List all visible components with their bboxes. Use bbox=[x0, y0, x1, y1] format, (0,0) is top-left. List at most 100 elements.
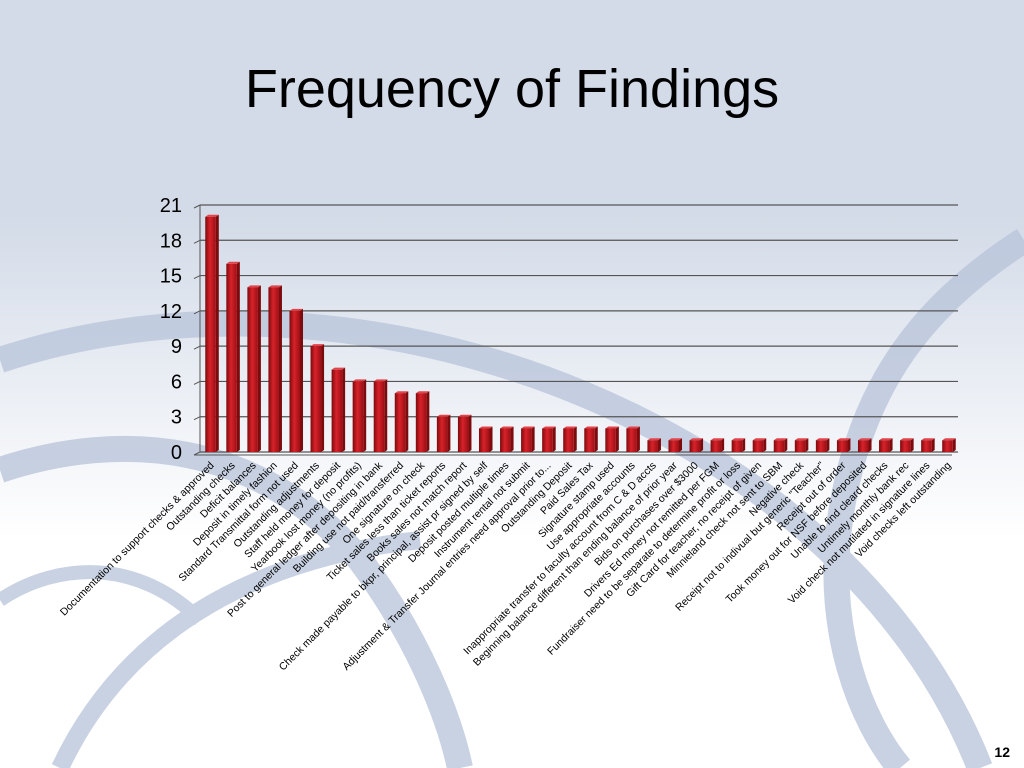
bar-top bbox=[900, 438, 914, 441]
bar bbox=[205, 216, 216, 452]
bar-side bbox=[426, 391, 430, 452]
bar bbox=[773, 440, 785, 452]
bar bbox=[289, 310, 301, 452]
background-swirl bbox=[0, 229, 1024, 768]
bar-side bbox=[215, 214, 219, 452]
bar-side bbox=[489, 426, 493, 452]
bar-side bbox=[931, 438, 935, 452]
bar-top bbox=[836, 438, 851, 441]
bar-side bbox=[531, 426, 535, 452]
bar bbox=[331, 369, 343, 452]
bar-top bbox=[268, 285, 282, 288]
bar-side bbox=[468, 414, 472, 452]
bar-top bbox=[605, 426, 619, 429]
bar bbox=[457, 416, 469, 452]
bar-top bbox=[647, 438, 661, 441]
bar-side bbox=[742, 438, 746, 452]
bar bbox=[879, 440, 890, 452]
bar-side bbox=[615, 426, 619, 452]
bar-top bbox=[710, 438, 725, 441]
bar-side bbox=[236, 261, 240, 452]
bar-top bbox=[478, 426, 493, 429]
bar-side bbox=[510, 426, 514, 452]
bar-side bbox=[784, 438, 788, 452]
bar bbox=[500, 428, 511, 452]
y-tick-label: 0 bbox=[171, 442, 182, 464]
bar-top bbox=[205, 214, 219, 217]
bar-side bbox=[636, 426, 640, 452]
bar-side bbox=[952, 438, 956, 452]
bar-top bbox=[584, 426, 598, 429]
y-gridline-depth bbox=[193, 275, 201, 280]
bar bbox=[521, 428, 532, 452]
y-gridline-depth bbox=[193, 380, 201, 385]
bar-side bbox=[278, 285, 282, 452]
y-tick-label: 18 bbox=[160, 230, 182, 252]
bar-top bbox=[394, 391, 409, 394]
bar-side bbox=[868, 438, 872, 452]
bar bbox=[436, 416, 448, 452]
bar bbox=[647, 440, 658, 452]
bar-top bbox=[626, 426, 640, 429]
bar bbox=[794, 440, 806, 452]
bar bbox=[394, 393, 406, 452]
bar-top bbox=[415, 391, 430, 394]
bar-top bbox=[521, 426, 535, 429]
bar bbox=[815, 440, 827, 452]
bar bbox=[478, 428, 490, 452]
bar-side bbox=[552, 426, 556, 452]
bar-side bbox=[889, 438, 893, 452]
y-gridline-depth bbox=[193, 204, 201, 209]
bar-top bbox=[331, 367, 346, 370]
y-gridline-depth bbox=[193, 310, 201, 315]
bar-top bbox=[542, 426, 556, 429]
y-tick-label: 3 bbox=[171, 407, 182, 429]
bar bbox=[415, 393, 427, 452]
bar bbox=[626, 428, 637, 452]
bar-top bbox=[794, 438, 809, 441]
bar-top bbox=[247, 285, 261, 288]
bar bbox=[668, 440, 680, 452]
y-tick-label: 9 bbox=[171, 336, 182, 358]
bar bbox=[900, 440, 911, 452]
bar-top bbox=[689, 438, 704, 441]
bar-side bbox=[342, 367, 346, 452]
bar bbox=[836, 440, 848, 452]
bar bbox=[731, 440, 743, 452]
bar bbox=[563, 428, 574, 452]
y-tick-label: 12 bbox=[160, 301, 182, 323]
y-tick-label: 6 bbox=[171, 371, 182, 393]
bar-side bbox=[910, 438, 914, 452]
bar bbox=[942, 440, 953, 452]
bar bbox=[689, 440, 701, 452]
bar-side bbox=[405, 391, 409, 452]
bar-top bbox=[563, 426, 577, 429]
y-gridline-depth bbox=[193, 345, 201, 350]
bar-side bbox=[657, 438, 661, 452]
bar-top bbox=[436, 414, 451, 417]
bar-top bbox=[773, 438, 788, 441]
bar-top bbox=[731, 438, 746, 441]
bar bbox=[710, 440, 722, 452]
bar-top bbox=[668, 438, 683, 441]
bar-top bbox=[226, 261, 240, 264]
bar-side bbox=[679, 438, 683, 452]
y-tick-label: 15 bbox=[160, 266, 182, 288]
bar bbox=[373, 381, 385, 452]
bar bbox=[268, 287, 279, 452]
bar-side bbox=[300, 308, 304, 452]
bar-side bbox=[573, 426, 577, 452]
bar-side bbox=[257, 285, 261, 452]
y-gridline-depth bbox=[193, 416, 201, 421]
bar bbox=[542, 428, 553, 452]
y-gridline-depth bbox=[193, 239, 201, 244]
y-tick-label: 21 bbox=[160, 195, 182, 217]
bar-top bbox=[857, 438, 872, 441]
bar-side bbox=[447, 414, 451, 452]
bar bbox=[226, 263, 237, 452]
bar-side bbox=[847, 438, 851, 452]
bar-top bbox=[921, 438, 935, 441]
bar-side bbox=[826, 438, 830, 452]
bar-side bbox=[805, 438, 809, 452]
